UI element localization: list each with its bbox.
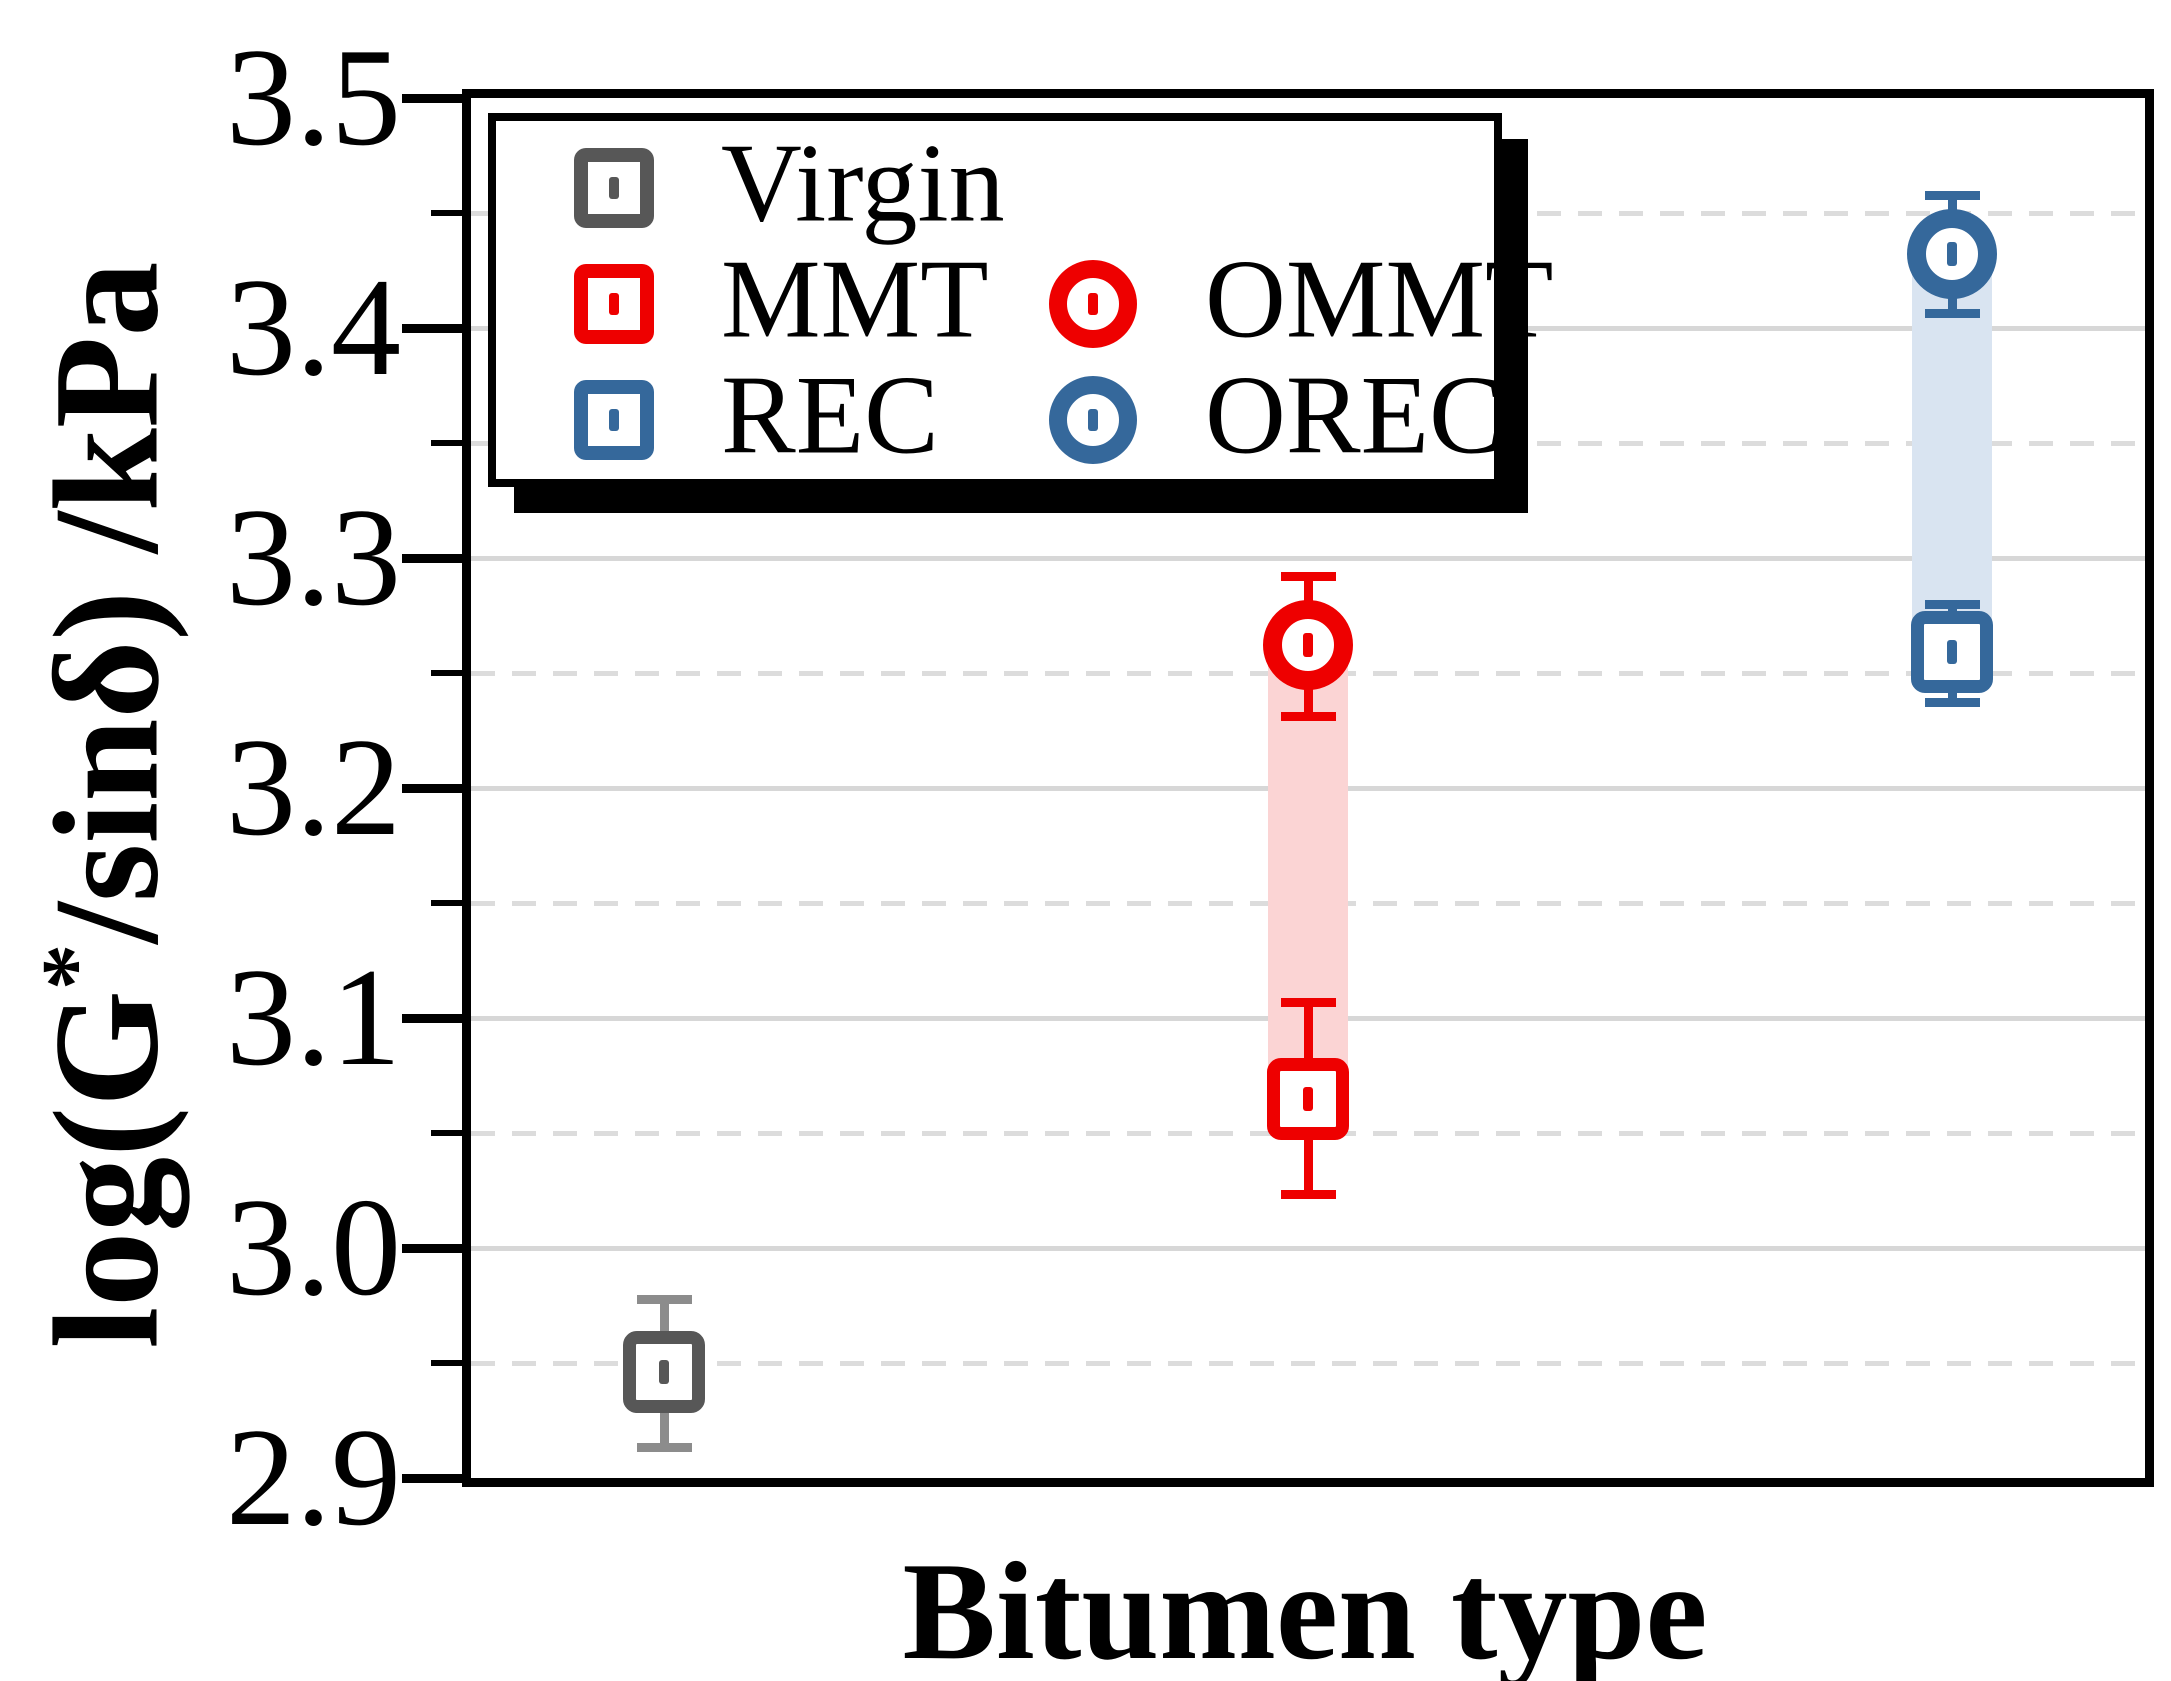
y-tick-label: 3.0 [226,1170,401,1325]
legend-item-label: REC [721,353,939,478]
data-point-square-rec [1910,611,1993,694]
data-point-center-dash [1946,640,1957,665]
error-bar-cap-top [1281,572,1336,582]
y-axis-minor-tick [431,440,462,446]
data-point-square-mmt [1267,1057,1349,1140]
y-axis-major-tick [402,1014,462,1023]
y-axis-label-text: log(G [23,990,190,1349]
y-axis-major-tick [402,1244,462,1253]
y-axis-major-tick [402,554,462,563]
value-range-band [1911,254,1992,653]
gridline-major [471,1246,2145,1251]
y-tick-label: 3.2 [226,710,401,865]
error-bar-cap-bottom [1924,697,1980,707]
error-bar-cap-top [637,1294,693,1304]
gridline-minor [471,1361,2145,1366]
data-point-center-dash [1946,242,1957,267]
legend-marker-center-dash [1088,409,1098,431]
error-bar-cap-top [1924,190,1980,200]
error-bar-cap-bottom [637,1443,693,1453]
legend-marker-center-dash [609,409,619,431]
y-tick-label: 3.5 [226,20,401,175]
y-axis-minor-tick [431,1360,462,1366]
y-axis-major-tick [402,324,462,333]
error-bar-cap-top [1281,997,1336,1007]
error-bar-cap-bottom [1924,309,1980,319]
y-tick-label: 3.3 [226,480,401,635]
y-axis-label-superscript: * [23,943,127,991]
y-axis-label: log(G*/sinδ) /kPa [24,262,190,1349]
legend-item-label: Virgin [721,121,1005,246]
legend-marker-center-dash [1088,293,1098,315]
y-axis-label-text-after: /sinδ) /kPa [23,261,190,944]
y-axis-minor-tick [431,1130,462,1136]
y-axis-minor-tick [431,670,462,676]
legend: Virgin MMT OMMT REC OREC [488,113,1553,487]
y-axis-major-tick [402,784,462,793]
legend-item-label: OMMT [1205,237,1554,362]
y-tick-label: 3.4 [226,250,401,405]
gridline-major [471,556,2145,561]
error-bar-cap-top [1924,600,1980,609]
error-bar-cap-bottom [1281,1190,1336,1200]
legend-item-label: MMT [721,237,989,362]
data-point-center-dash [659,1360,670,1385]
y-axis-minor-tick [431,900,462,906]
error-bar-cap-bottom [1281,711,1336,721]
legend-item-label: OREC [1205,353,1504,478]
data-point-center-dash [1303,1086,1313,1111]
legend-marker-center-dash [609,293,619,315]
y-axis-major-tick [402,1474,462,1483]
y-tick-label: 3.1 [226,940,401,1095]
x-axis-label: Bitumen type [902,1534,1708,1681]
data-point-center-dash [1303,633,1313,658]
y-axis-minor-tick [431,210,462,216]
legend-marker-center-dash [609,177,619,199]
legend-square-icon [574,264,654,344]
y-tick-label: 2.9 [226,1400,401,1555]
y-axis-major-tick [402,94,462,103]
